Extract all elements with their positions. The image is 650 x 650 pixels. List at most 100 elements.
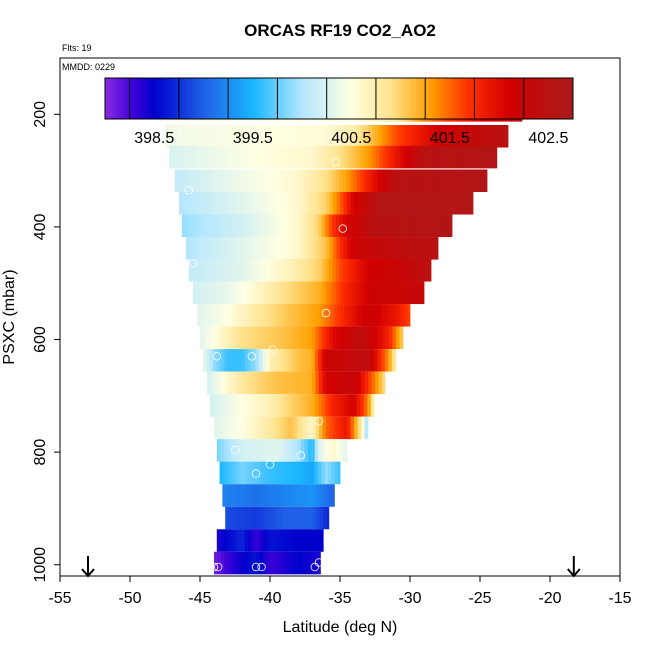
heat-cell [309, 304, 314, 327]
heat-cell [326, 125, 330, 148]
heat-cell [482, 169, 487, 192]
heat-cell [270, 125, 274, 148]
heat-cell [375, 281, 379, 305]
heat-row [165, 125, 509, 148]
heat-cell [344, 304, 349, 327]
heat-cell [290, 529, 295, 552]
heat-cell [360, 169, 365, 192]
x-tick-label: -30 [398, 590, 421, 607]
heat-cell [424, 125, 428, 148]
heat-cell [217, 192, 222, 215]
heat-cell [265, 349, 270, 372]
heat-cell [255, 214, 260, 238]
colorbar-segment [432, 78, 437, 119]
heat-cell [266, 371, 271, 395]
colorbar-segment [412, 78, 417, 119]
heat-cell [235, 506, 240, 530]
heat-cell [273, 416, 278, 440]
heat-cell [469, 125, 474, 148]
heat-cell [249, 145, 254, 169]
colorbar-segment [522, 78, 527, 119]
heat-cell [245, 371, 250, 395]
heat-cell [228, 506, 233, 530]
heat-cell [221, 304, 226, 327]
heat-cell [314, 439, 319, 462]
heat-cell [309, 506, 314, 530]
heat-cell [323, 145, 328, 169]
heat-cell [293, 461, 297, 485]
heat-cell [269, 214, 274, 238]
heat-cell [214, 371, 218, 395]
heat-cell [280, 281, 285, 305]
heat-cell [416, 214, 421, 238]
heat-cell [309, 484, 314, 507]
colorbar-segment [536, 78, 540, 119]
heat-cell [249, 416, 253, 440]
heat-cell [294, 416, 299, 440]
heat-cell [342, 394, 347, 417]
heat-cell [244, 529, 249, 552]
heat-cell [277, 371, 281, 395]
heat-cell [402, 259, 407, 282]
heat-cell [283, 439, 288, 462]
heat-cell [354, 192, 358, 215]
heat-cell [251, 214, 256, 238]
heat-cell [231, 551, 236, 575]
heat-cell [372, 145, 377, 169]
heat-cell [269, 259, 274, 282]
down-arrow-icon [567, 556, 581, 578]
heat-cell [223, 259, 228, 282]
heat-cell [357, 416, 362, 440]
heat-cell [381, 169, 386, 192]
heat-cell [175, 125, 180, 148]
heat-cell [333, 416, 337, 440]
heat-cell [259, 281, 264, 305]
heat-cell [382, 145, 387, 169]
heat-cell [293, 394, 298, 417]
heat-cell [216, 349, 221, 372]
heat-cell [209, 259, 214, 282]
heat-cell [379, 145, 384, 169]
heat-cell [231, 371, 236, 395]
heat-cell [384, 169, 389, 192]
heat-cell [324, 461, 329, 485]
heat-cell [319, 506, 324, 530]
heat-cell [340, 326, 344, 350]
heat-cell [256, 281, 260, 305]
heat-cell [266, 416, 271, 440]
heat-cell [459, 192, 463, 215]
heat-cell [385, 281, 390, 305]
colorbar-segment [185, 78, 189, 119]
heat-cell [200, 192, 204, 215]
heat-cell [335, 349, 340, 372]
heat-cell [417, 145, 422, 169]
heat-cell [301, 281, 306, 305]
heat-cell [203, 192, 208, 215]
heat-cell [347, 416, 351, 440]
heat-cell [207, 304, 212, 327]
heat-cell [255, 169, 260, 192]
heat-cell [300, 214, 305, 238]
heat-cell [230, 214, 235, 238]
colorbar-segment [195, 78, 199, 119]
heat-cell [427, 125, 432, 148]
heat-cell [315, 281, 320, 305]
colorbar-segment [349, 78, 353, 119]
heat-cell [315, 237, 320, 260]
heat-cell [445, 125, 449, 148]
heat-cell [339, 349, 344, 372]
heat-cell [396, 237, 400, 260]
heat-cell [231, 237, 236, 260]
heat-cell [343, 125, 348, 148]
heat-cell [262, 529, 267, 552]
heat-cell [224, 416, 229, 440]
sample-point [296, 451, 306, 460]
heat-cell [245, 237, 250, 260]
heat-cell [269, 439, 274, 462]
colorbar-segment [419, 78, 423, 119]
heat-cell [430, 169, 435, 192]
heat-cell [333, 304, 338, 327]
heat-cell [225, 304, 230, 327]
heat-cell [196, 192, 201, 215]
heat-cell [405, 169, 410, 192]
